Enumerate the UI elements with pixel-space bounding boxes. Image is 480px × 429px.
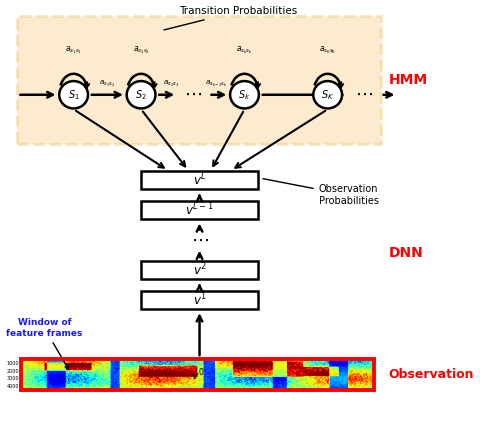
Bar [21, 360, 373, 390]
Text: $a_{s_1s_2}$: $a_{s_1s_2}$ [99, 79, 115, 89]
Text: $a_{s_Ks_K}$: $a_{s_Ks_K}$ [318, 45, 336, 56]
Text: 3000: 3000 [6, 376, 19, 381]
Text: $a_{s_2s_2}$: $a_{s_2s_2}$ [132, 45, 149, 56]
Bar [141, 261, 257, 279]
Circle shape [229, 81, 258, 109]
Text: Observation
Probabilities: Observation Probabilities [263, 179, 378, 206]
Bar [141, 291, 257, 309]
Text: Observation: Observation [387, 369, 473, 381]
Text: $S_1$: $S_1$ [68, 88, 79, 102]
Text: $v^1$: $v^1$ [192, 292, 206, 308]
Text: $a_{s_2s_3}$: $a_{s_2s_3}$ [163, 79, 179, 89]
Text: Window of
feature frames: Window of feature frames [6, 318, 83, 369]
Text: $v^2$: $v^2$ [192, 262, 206, 278]
Bar [141, 201, 257, 219]
Text: $v^{L-1}$: $v^{L-1}$ [185, 202, 214, 218]
Text: 4000: 4000 [6, 384, 19, 389]
Circle shape [59, 81, 88, 109]
Text: $S_2$: $S_2$ [135, 88, 146, 102]
Text: $a_{s_ks_k}$: $a_{s_ks_k}$ [236, 45, 252, 56]
Text: $a_{s_1s_1}$: $a_{s_1s_1}$ [65, 45, 82, 56]
Text: $\cdots$: $\cdots$ [190, 231, 208, 249]
Text: $v^0$: $v^0$ [191, 366, 204, 383]
Text: $S_k$: $S_k$ [238, 88, 250, 102]
Circle shape [312, 81, 341, 109]
Text: $\cdots$: $\cdots$ [183, 85, 201, 103]
Text: 2000: 2000 [6, 369, 19, 374]
Text: $v^L$: $v^L$ [192, 172, 206, 189]
Text: 1000: 1000 [6, 361, 19, 366]
Text: $a_{s_{k-1}s_k}$: $a_{s_{k-1}s_k}$ [204, 79, 227, 89]
Text: DNN: DNN [387, 246, 422, 260]
Text: $S_K$: $S_K$ [321, 88, 334, 102]
FancyBboxPatch shape [16, 16, 380, 144]
Bar [141, 171, 257, 189]
Text: $\cdots$: $\cdots$ [354, 85, 372, 103]
Text: HMM: HMM [387, 73, 427, 87]
Circle shape [126, 81, 155, 109]
Text: Transition Probabilities: Transition Probabilities [164, 6, 296, 30]
